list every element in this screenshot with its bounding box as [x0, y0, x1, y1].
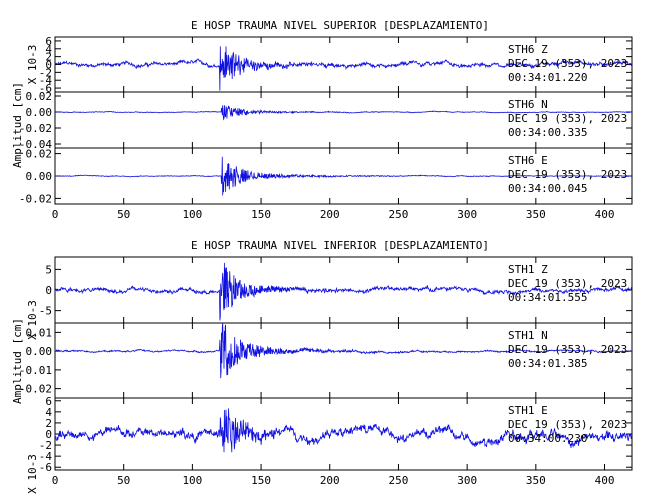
station-date: DEC 19 (353), 2023 — [508, 418, 627, 431]
x-tick-label: 250 — [389, 208, 409, 221]
y-tick-label: -5 — [39, 305, 52, 318]
station-label: STH1 Z — [508, 263, 548, 276]
y-tick-label: -4 — [39, 74, 53, 87]
x-tick-label: 400 — [595, 208, 615, 221]
y-tick-label: -2 — [39, 439, 52, 452]
x-tick-label: 100 — [182, 208, 202, 221]
y-tick-label: 6 — [45, 35, 52, 48]
station-time: 00:34:01.385 — [508, 357, 587, 370]
station-date: DEC 19 (353), 2023 — [508, 57, 627, 70]
top-group-title: E HOSP TRAUMA NIVEL SUPERIOR [DESPLAZAMI… — [191, 19, 489, 32]
y-tick-label: 4 — [45, 406, 52, 419]
x-tick-label: 200 — [320, 208, 340, 221]
x-tick-label: 400 — [595, 474, 615, 487]
waveform-trace — [54, 46, 633, 91]
y-tick-label: 0.02 — [26, 148, 53, 161]
y-tick-label: -0.02 — [19, 192, 52, 205]
y-tick-label: -0.01 — [19, 364, 52, 377]
y-tick-label: 0 — [45, 59, 52, 72]
station-time: 00:34:01.555 — [508, 291, 587, 304]
scale-label: X 10-3 — [26, 454, 39, 494]
x-tick-label: 200 — [320, 474, 340, 487]
y-tick-label: -6 — [39, 461, 52, 474]
y-tick-label: 2 — [45, 51, 52, 64]
y-tick-label: 2 — [45, 417, 52, 430]
scale-label: X 10-3 — [26, 300, 39, 340]
waveform-trace — [54, 105, 633, 121]
waveform-trace — [54, 262, 633, 321]
station-date: DEC 19 (353), 2023 — [508, 277, 627, 290]
y-tick-label: 6 — [45, 395, 52, 408]
scale-label: X 10-3 — [26, 45, 39, 85]
x-tick-label: 0 — [52, 208, 59, 221]
x-tick-label: 100 — [182, 474, 202, 487]
y-tick-label: -2 — [39, 66, 52, 79]
x-tick-label: 50 — [117, 208, 130, 221]
y-tick-label: 4 — [45, 43, 52, 56]
station-date: DEC 19 (353), 2023 — [508, 168, 627, 181]
y-tick-label: 0 — [45, 428, 52, 441]
waveform-trace — [54, 156, 633, 196]
y-tick-label: -0.02 — [19, 383, 52, 396]
x-tick-label: 300 — [457, 208, 477, 221]
x-tick-label: 0 — [52, 474, 59, 487]
station-label: STH6 E — [508, 154, 548, 167]
x-tick-label: 350 — [526, 474, 546, 487]
y-tick-label: 0.00 — [26, 106, 53, 119]
station-date: DEC 19 (353), 2023 — [508, 112, 627, 125]
y-tick-label: -6 — [39, 82, 52, 95]
x-tick-label: 250 — [389, 474, 409, 487]
y-tick-label: 0.00 — [26, 345, 53, 358]
x-tick-label: 150 — [251, 474, 271, 487]
y-tick-label: 0.02 — [26, 90, 53, 103]
y-tick-label: 0.01 — [26, 326, 53, 339]
station-time: 00:34:00.335 — [508, 126, 587, 139]
station-date: DEC 19 (353), 2023 — [508, 343, 627, 356]
y-tick-label: -0.02 — [19, 122, 52, 135]
station-time: 00:34:00.045 — [508, 182, 587, 195]
y-axis-label-bottom: Amplitud [cm] — [11, 318, 24, 404]
x-tick-label: 350 — [526, 208, 546, 221]
y-axis-label-top: Amplitud [cm] — [11, 82, 24, 168]
y-tick-label: 5 — [45, 263, 52, 276]
waveform-trace — [54, 323, 633, 379]
station-label: STH1 E — [508, 404, 548, 417]
station-time: 00:34:01.220 — [508, 71, 587, 84]
y-tick-label: 0 — [45, 284, 52, 297]
x-tick-label: 300 — [457, 474, 477, 487]
station-label: STH6 N — [508, 98, 548, 111]
waveform-trace — [54, 408, 633, 453]
station-label: STH6 Z — [508, 43, 548, 56]
station-time: 00:34:00.230 — [508, 432, 587, 445]
y-tick-label: -4 — [39, 450, 53, 463]
y-tick-label: -0.04 — [19, 138, 52, 151]
y-tick-label: 0.00 — [26, 170, 53, 183]
station-label: STH1 N — [508, 329, 548, 342]
x-tick-label: 50 — [117, 474, 130, 487]
x-tick-label: 150 — [251, 208, 271, 221]
bottom-group-title: E HOSP TRAUMA NIVEL INFERIOR [DESPLAZAMI… — [191, 239, 489, 252]
